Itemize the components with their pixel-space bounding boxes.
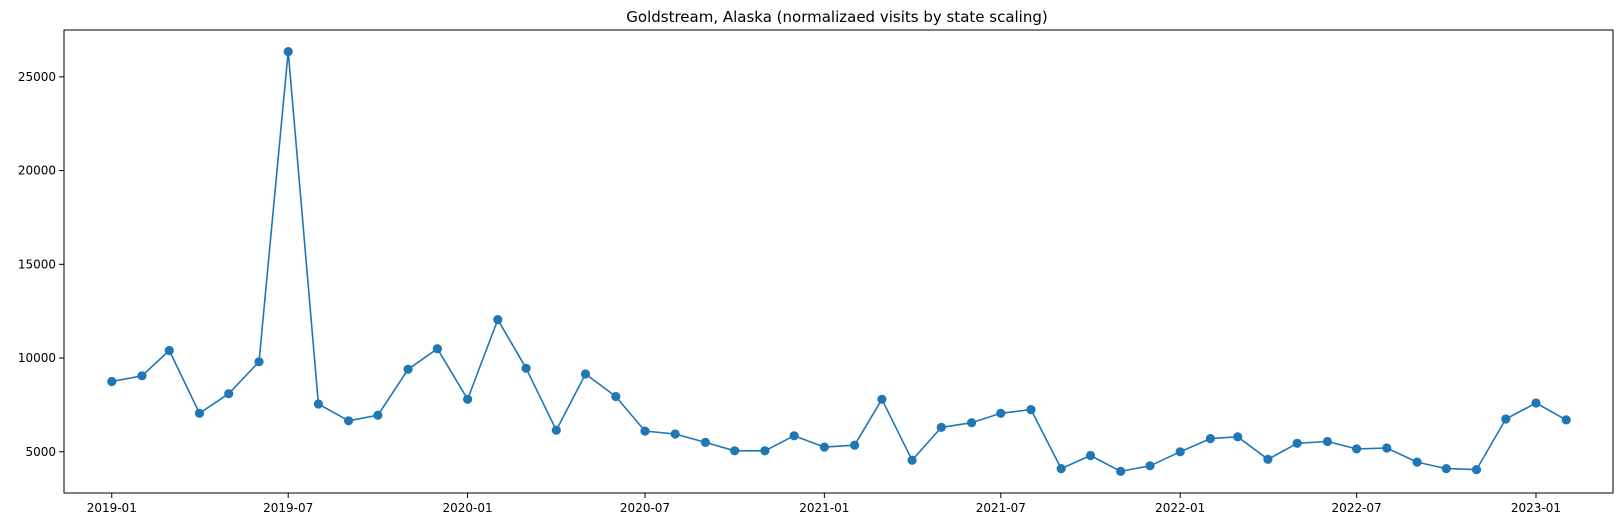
x-tick-label: 2019-07 (263, 501, 313, 515)
data-point (1471, 465, 1482, 475)
data-point (521, 363, 531, 373)
data-point (907, 455, 917, 465)
x-axis: 2019-01 2019-07 2020-01 2020-07 2021-01 2021-… (87, 493, 1561, 515)
data-point (164, 345, 174, 356)
data-point (373, 410, 383, 420)
data-point (1292, 438, 1302, 448)
data-point (1145, 461, 1155, 471)
x-tick-label: 2020-07 (620, 501, 670, 515)
data-point (967, 418, 977, 428)
data-point (313, 399, 323, 409)
x-tick-label: 2022-07 (1332, 501, 1382, 515)
plot-area (107, 47, 1571, 476)
x-tick-label: 2019-01 (87, 501, 137, 515)
x-tick-label: 2021-01 (799, 501, 849, 515)
data-point (1233, 432, 1243, 442)
data-point (107, 376, 117, 387)
data-point (611, 391, 621, 402)
data-point (137, 371, 147, 381)
data-point (283, 47, 293, 57)
data-point (493, 315, 503, 325)
data-point (224, 389, 234, 399)
data-point (463, 394, 473, 404)
data-point (1561, 415, 1571, 425)
data-point (1116, 466, 1126, 476)
y-tick-label: 10000 (18, 351, 56, 365)
data-point (1441, 464, 1451, 474)
data-point (1263, 454, 1273, 464)
data-point (1382, 443, 1392, 453)
x-tick-label: 2023-01 (1511, 501, 1561, 515)
data-point (1026, 405, 1036, 415)
data-point (551, 425, 561, 435)
data-point (850, 440, 860, 450)
series-line (111, 50, 1567, 473)
axes-frame (63, 29, 1614, 494)
data-point (1501, 414, 1511, 424)
data-point (819, 442, 830, 452)
data-point (760, 446, 770, 456)
y-tick-label: 25000 (18, 70, 56, 84)
y-tick-label: 5000 (25, 445, 56, 459)
chart-title: Goldstream, Alaska (normalizaed visits b… (626, 8, 1047, 26)
data-point (640, 426, 650, 436)
x-tick-label: 2022-01 (1155, 501, 1205, 515)
data-point (996, 408, 1006, 418)
data-point (1322, 436, 1332, 447)
data-point (1056, 464, 1066, 474)
data-point (403, 364, 413, 374)
y-axis: 5000 10000 15000 20000 25000 (18, 70, 64, 459)
data-point (670, 429, 680, 439)
data-point (432, 344, 442, 354)
data-point (1531, 398, 1541, 408)
data-point (1205, 434, 1215, 444)
data-point (936, 422, 946, 432)
data-point (877, 394, 887, 404)
data-point (1412, 457, 1422, 467)
data-point (789, 431, 799, 441)
y-tick-label: 15000 (18, 257, 56, 271)
data-point (194, 408, 205, 418)
data-point (254, 357, 264, 367)
y-tick-label: 20000 (18, 164, 56, 178)
data-point (730, 446, 740, 456)
data-point (700, 437, 711, 447)
data-point (1352, 444, 1362, 454)
data-point (344, 416, 354, 426)
data-point (580, 369, 591, 379)
x-tick-label: 2021-07 (976, 501, 1026, 515)
x-tick-label: 2020-01 (443, 501, 493, 515)
data-point (1175, 447, 1185, 457)
data-point (1085, 450, 1096, 461)
